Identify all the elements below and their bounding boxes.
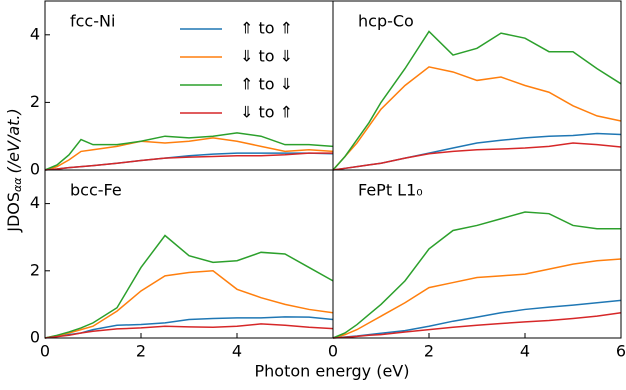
x-axis-label: Photon energy (eV)	[255, 362, 410, 381]
y-tick-label: 4	[30, 193, 40, 212]
series-line	[44, 132, 334, 171]
x-tick-label: 2	[136, 342, 146, 361]
series-line	[44, 137, 334, 171]
panel-title: fcc-Ni	[70, 12, 115, 31]
x-tick-label: 0	[328, 342, 338, 361]
y-tick-label: 2	[30, 92, 40, 111]
series-line	[332, 142, 622, 171]
series-line	[44, 234, 334, 339]
x-tick-label: 2	[424, 342, 434, 361]
x-tick-label: 6	[616, 342, 626, 361]
y-tick-label: 4	[30, 24, 40, 43]
legend-label: ⇑ to ⇓	[240, 75, 293, 94]
series-line	[332, 66, 622, 171]
series-line	[332, 258, 622, 339]
series-line	[332, 30, 622, 171]
y-label-unit: (/eV/at.)	[4, 108, 23, 173]
panel-title: hcp-Co	[358, 12, 414, 31]
panel-title: FePt L1₀	[358, 181, 423, 200]
legend-label: ⇓ to ⇓	[240, 47, 293, 66]
y-tick-label: 0	[30, 160, 40, 179]
series-line	[332, 211, 621, 339]
series-line	[44, 152, 334, 171]
y-axis-label: JDOSαα (/eV/at.)	[4, 108, 25, 233]
panel-frame	[332, 169, 622, 339]
series-line	[332, 312, 622, 339]
x-tick-label: 0	[40, 342, 50, 361]
y-label-sub: αα	[11, 177, 24, 192]
y-tick-label: 0	[30, 328, 40, 347]
y-label-main: JDOS	[4, 192, 23, 233]
series-line	[44, 270, 334, 339]
legend-label: ⇓ to ⇑	[240, 103, 293, 122]
panel-title: bcc-Fe	[70, 181, 122, 200]
x-tick-label: 4	[520, 342, 530, 361]
y-tick-label: 2	[30, 260, 40, 279]
x-tick-label: 4	[232, 342, 242, 361]
series-line	[44, 323, 334, 339]
series-line	[44, 152, 333, 171]
legend-label: ⇑ to ⇑	[240, 19, 293, 38]
